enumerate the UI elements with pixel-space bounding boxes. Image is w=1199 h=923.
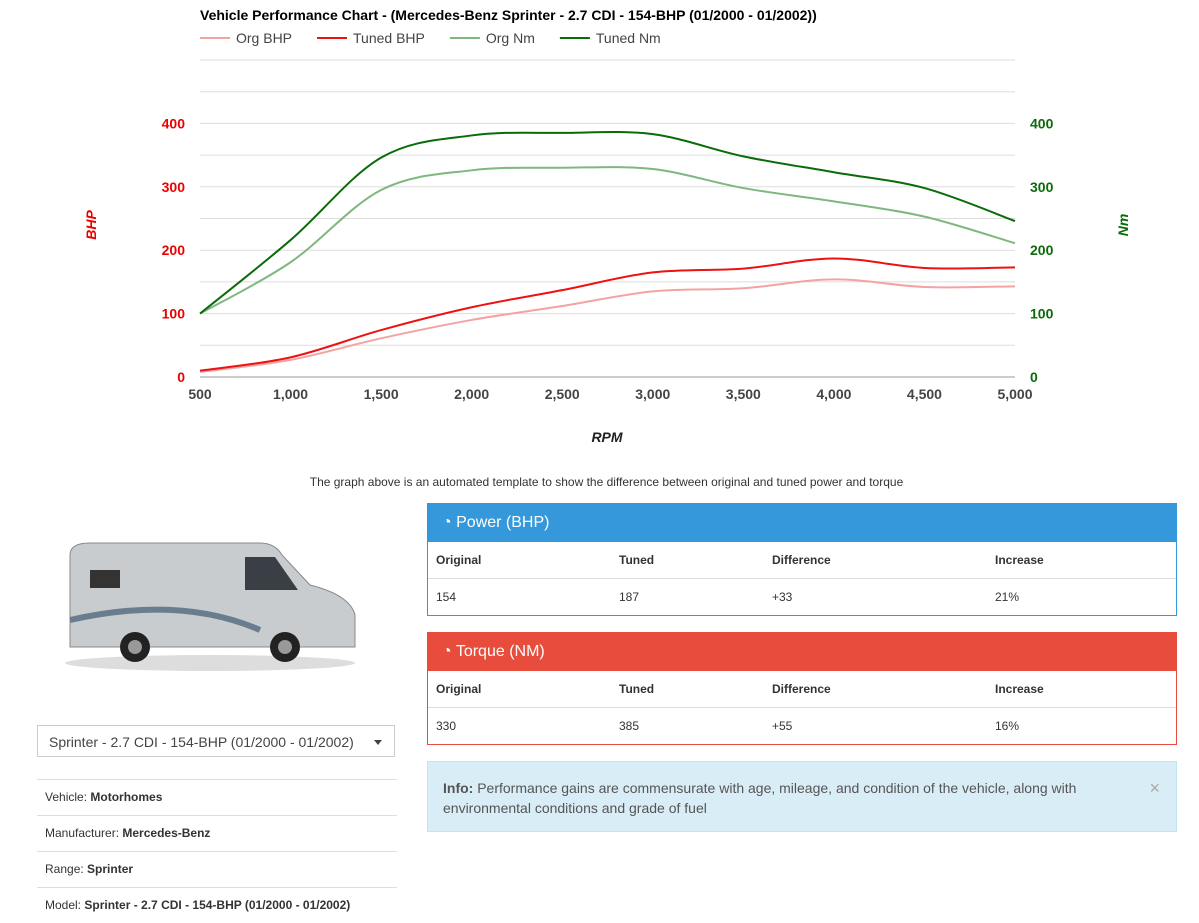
x-tick: 500 xyxy=(188,386,212,402)
close-icon[interactable]: × xyxy=(1149,778,1160,798)
vehicle-select-value: Sprinter - 2.7 CDI - 154-BHP (01/2000 - … xyxy=(49,734,354,750)
info-label: Info: xyxy=(443,780,474,796)
y-axis-label-right: Nm xyxy=(1115,214,1131,237)
y-axis-label-left: BHP xyxy=(83,210,99,240)
x-axis-label: RPM xyxy=(591,429,622,445)
col-original: Original xyxy=(428,542,611,579)
y-tick-right: 400 xyxy=(1030,115,1054,131)
chart-title: Vehicle Performance Chart - (Mercedes-Be… xyxy=(200,7,817,23)
torque-table: Original Tuned Difference Increase 330 385 +5… xyxy=(428,671,1176,744)
x-tick: 2,500 xyxy=(545,386,580,402)
torque-tuned: 385 xyxy=(619,719,640,733)
col-increase: Increase xyxy=(987,542,1176,579)
power-panel: ◔ Power (BHP) Original Tuned Difference Inc… xyxy=(427,503,1177,616)
col-difference: Difference xyxy=(764,542,987,579)
performance-chart: Vehicle Performance Chart - (Mercedes-Be… xyxy=(83,7,1131,445)
x-tick: 1,500 xyxy=(364,386,399,402)
series-line-tuned-nm xyxy=(199,130,1016,315)
spec-label: Range: xyxy=(45,862,84,876)
y-tick-right: 0 xyxy=(1030,369,1038,385)
spec-label: Vehicle: xyxy=(45,790,88,804)
y-tick-left: 300 xyxy=(162,179,186,195)
y-tick-right: 200 xyxy=(1030,242,1054,258)
legend-label: Tuned BHP xyxy=(353,30,425,46)
torque-panel: ◔ Torque (NM) Original Tuned Difference Inc… xyxy=(427,632,1177,745)
y-tick-right: 300 xyxy=(1030,179,1054,195)
y-tick-right: 100 xyxy=(1030,306,1054,322)
vehicle-select[interactable]: Sprinter - 2.7 CDI - 154-BHP (01/2000 - … xyxy=(37,725,395,757)
torque-header: ◔ Torque (NM) xyxy=(428,633,1176,671)
spec-label: Manufacturer: xyxy=(45,826,120,840)
power-header: ◔ Power (BHP) xyxy=(428,504,1176,542)
legend-label: Org BHP xyxy=(236,30,292,46)
info-text: Performance gains are commensurate with … xyxy=(443,780,1077,816)
spec-value: Motorhomes xyxy=(90,790,163,804)
spec-label: Model: xyxy=(45,898,82,912)
y-tick-left: 400 xyxy=(162,115,186,131)
spec-manufacturer: Manufacturer: Mercedes-Benz xyxy=(37,815,397,851)
spec-model: Model: Sprinter - 2.7 CDI - 154-BHP (01/… xyxy=(37,887,397,923)
spec-range: Range: Sprinter xyxy=(37,851,397,887)
x-tick: 5,000 xyxy=(997,386,1032,402)
col-increase: Increase xyxy=(987,671,1176,708)
power-difference: +33 xyxy=(772,590,793,604)
legend-label: Tuned Nm xyxy=(596,30,661,46)
info-alert: Info: Performance gains are commensurate… xyxy=(427,761,1177,832)
spec-vehicle: Vehicle: Motorhomes xyxy=(37,779,397,815)
col-difference: Difference xyxy=(764,671,987,708)
series-line-tuned-bhp xyxy=(199,257,1016,372)
caret-down-icon xyxy=(374,740,382,745)
spec-value: Sprinter - 2.7 CDI - 154-BHP (01/2000 - … xyxy=(84,898,351,912)
power-title: Power (BHP) xyxy=(456,514,550,531)
vehicle-specs: Vehicle: Motorhomes Manufacturer: Merced… xyxy=(37,779,397,923)
col-tuned: Tuned xyxy=(611,671,764,708)
power-table: Original Tuned Difference Increase 154 187 +3… xyxy=(428,542,1176,615)
torque-difference: +55 xyxy=(772,719,793,733)
gauge-icon: ◔ xyxy=(442,514,452,531)
y-tick-left: 200 xyxy=(162,242,186,258)
power-original: 154 xyxy=(436,590,457,604)
vehicle-image xyxy=(65,542,356,671)
power-increase: 21% xyxy=(995,590,1020,604)
x-tick: 2,000 xyxy=(454,386,489,402)
y-tick-left: 0 xyxy=(177,369,185,385)
x-tick: 3,000 xyxy=(635,386,670,402)
x-tick: 4,000 xyxy=(816,386,851,402)
y-tick-left: 100 xyxy=(162,306,186,322)
series-line-org-bhp xyxy=(199,278,1016,373)
x-tick: 1,000 xyxy=(273,386,308,402)
series-line-org-nm xyxy=(199,166,1016,315)
torque-title: Torque (NM) xyxy=(455,643,545,660)
torque-original: 330 xyxy=(436,719,457,733)
col-original: Original xyxy=(428,671,611,708)
power-tuned: 187 xyxy=(619,590,640,604)
col-tuned: Tuned xyxy=(611,542,764,579)
x-tick: 3,500 xyxy=(726,386,761,402)
gauge-icon: ◔ xyxy=(442,643,452,660)
spec-value: Mercedes-Benz xyxy=(122,826,211,840)
torque-increase: 16% xyxy=(995,719,1020,733)
x-tick: 4,500 xyxy=(907,386,942,402)
spec-value: Sprinter xyxy=(87,862,134,876)
chart-note: The graph above is an automated template… xyxy=(309,475,904,489)
legend-label: Org Nm xyxy=(486,30,535,46)
